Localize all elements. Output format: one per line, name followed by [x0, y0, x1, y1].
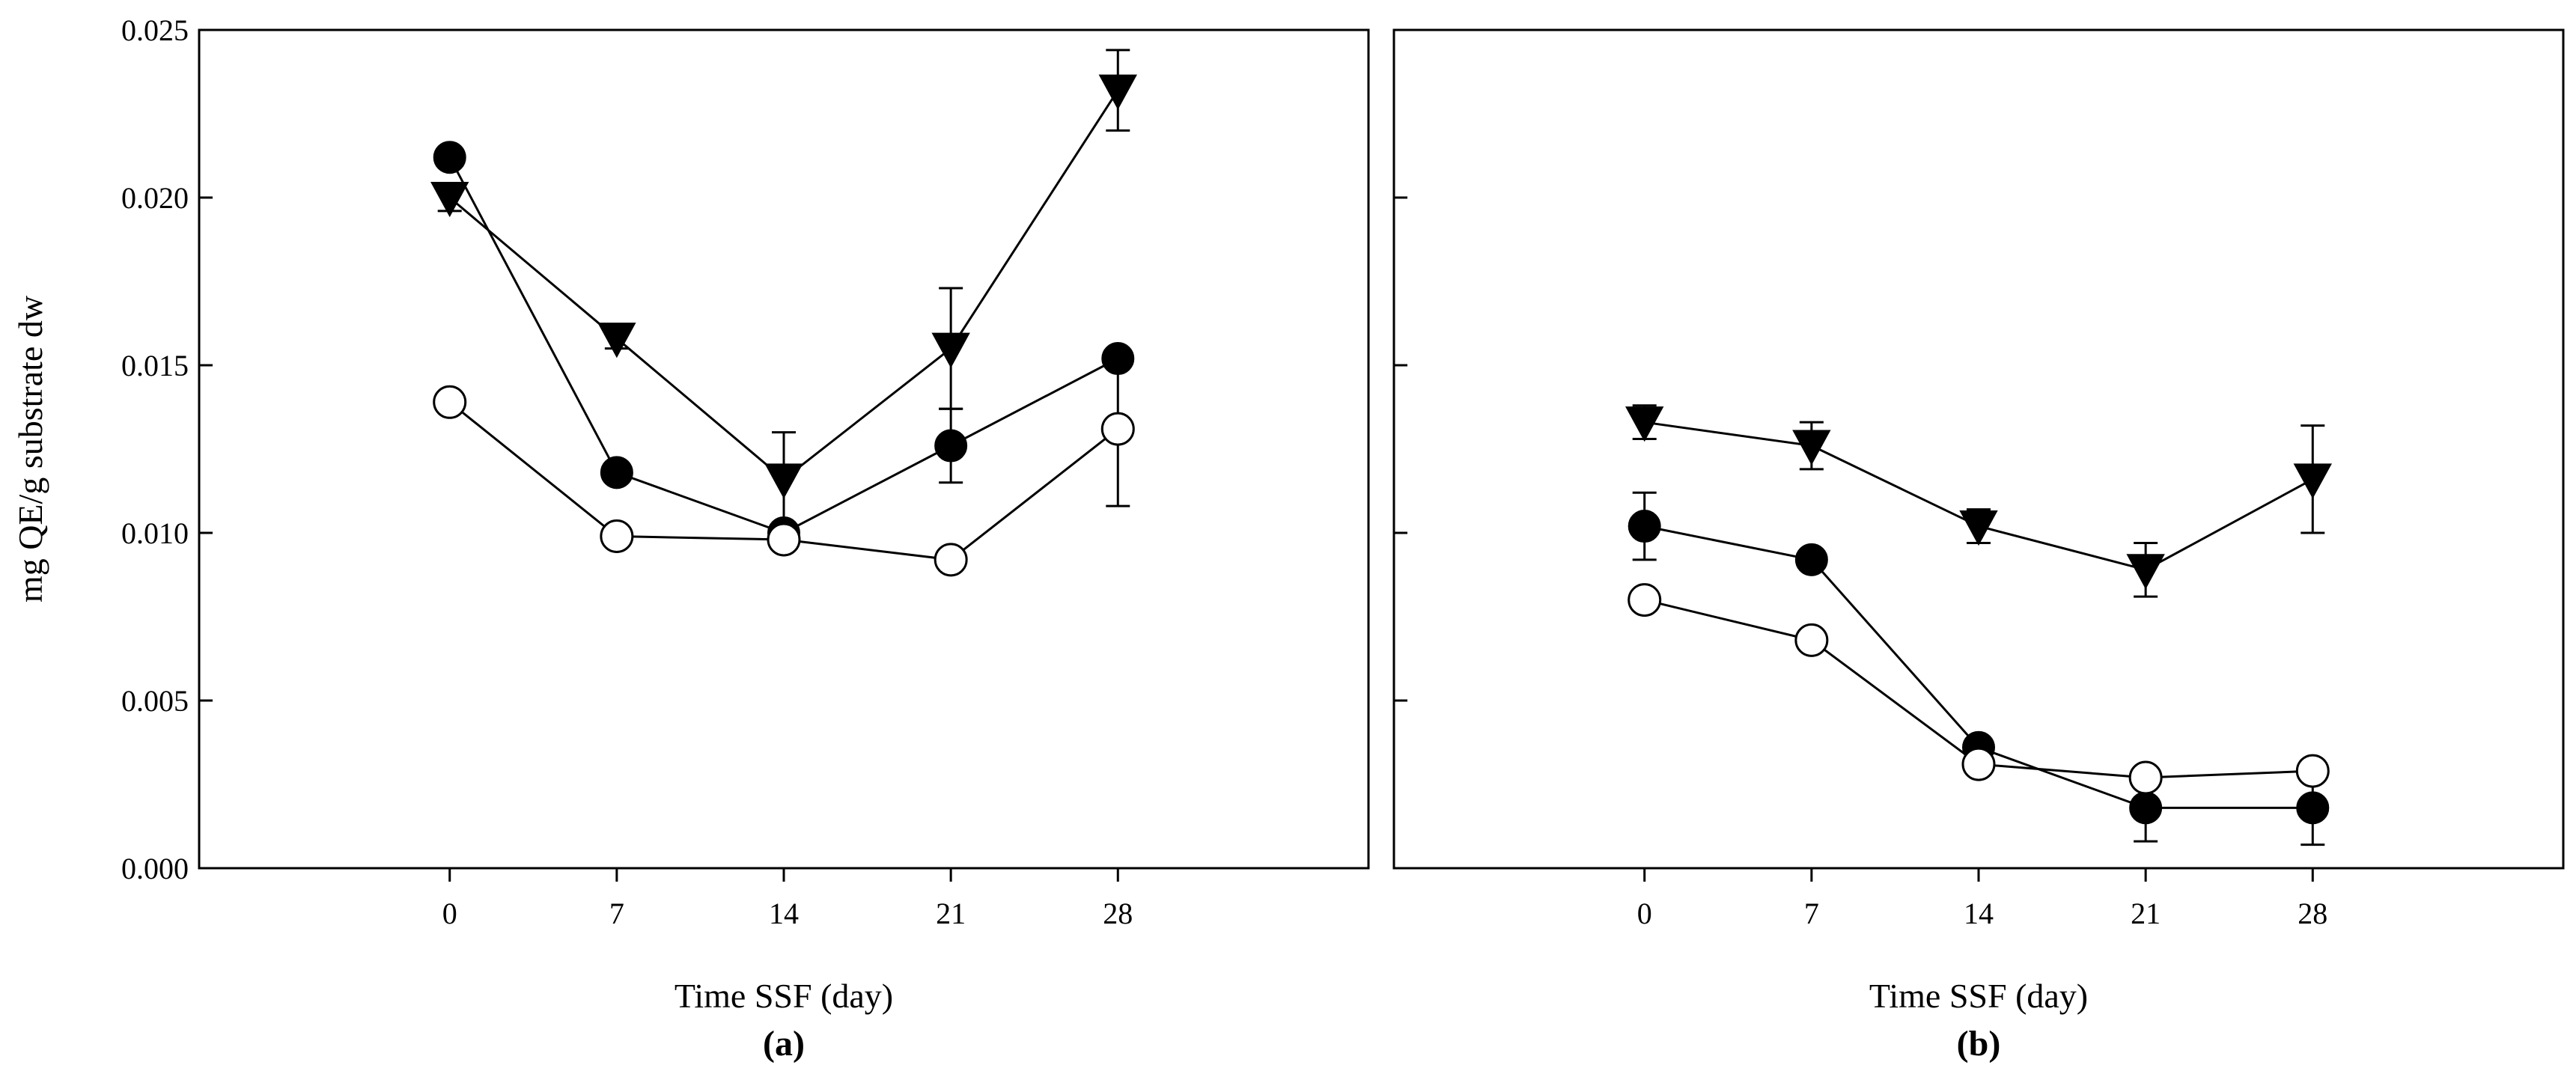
y-axis: [1394, 28, 1407, 870]
x-tick-label: 21: [2131, 897, 2161, 930]
marker-open-circle: [433, 385, 467, 419]
x-axis: 0 7 14 21 28: [442, 868, 1133, 930]
marker-triangle-down: [1625, 406, 1664, 442]
y-tick-label: 0.010: [121, 516, 189, 550]
marker-open-circle: [2128, 760, 2163, 795]
marker-triangle-down: [764, 463, 803, 499]
x-axis: 0 7 14 21 28: [1637, 868, 2327, 930]
marker-triangle-down: [931, 332, 970, 368]
panel-b: 0 7 14 21 28 Time SSF (day) (b): [1392, 28, 2565, 1064]
marker-open-circle: [1961, 747, 1996, 781]
marker-filled-circle: [600, 456, 633, 489]
series-layer: [1625, 404, 2332, 846]
marker-filled-circle: [934, 429, 968, 463]
marker-open-circle: [1794, 623, 1829, 657]
series-line-triangle-down: [448, 89, 1119, 481]
x-tick-label: 0: [442, 897, 457, 930]
x-tick-label: 28: [1103, 897, 1133, 930]
marker-triangle-down: [2126, 554, 2165, 590]
y-tick-label: 0.025: [121, 13, 189, 47]
panel-label-a: (a): [763, 1024, 805, 1064]
y-tick-label: 0.020: [121, 181, 189, 215]
marker-filled-circle: [1101, 342, 1135, 376]
marker-open-circle: [1100, 412, 1135, 446]
marker-filled-circle: [433, 141, 466, 174]
marker-triangle-down: [1959, 510, 1998, 546]
marker-filled-circle: [1794, 543, 1828, 576]
y-tick-label: 0.005: [121, 684, 189, 718]
marker-open-circle: [2295, 754, 2330, 788]
x-axis-title: Time SSF (day): [675, 977, 893, 1015]
x-tick-label: 0: [1637, 897, 1652, 930]
marker-triangle-down: [597, 323, 636, 358]
marker-triangle-down: [1098, 74, 1137, 110]
marker-triangle-down: [1792, 430, 1831, 466]
marker-open-circle: [600, 519, 634, 553]
x-tick-label: 14: [1964, 897, 1994, 930]
y-axis-title: mg QE/g substrate dw: [11, 295, 49, 602]
x-tick-label: 28: [2298, 897, 2327, 930]
x-tick-label: 7: [1804, 897, 1819, 930]
marker-filled-circle: [2296, 791, 2330, 825]
series-layer: [430, 49, 1137, 577]
y-tick-label: 0.000: [121, 852, 189, 885]
y-tick-label: 0.015: [121, 349, 189, 382]
x-tick-label: 21: [936, 897, 966, 930]
marker-open-circle: [1627, 583, 1662, 617]
marker-open-circle: [934, 543, 968, 577]
marker-open-circle: [767, 522, 801, 557]
x-tick-label: 7: [609, 897, 624, 930]
panel-label-b: (b): [1957, 1024, 2001, 1064]
series-line-triangle-down: [1644, 421, 2314, 571]
y-axis: 0.000 0.005 0.010 0.015 0.020 0.025: [121, 13, 213, 885]
x-tick-label: 14: [769, 897, 799, 930]
marker-triangle-down: [2293, 463, 2332, 499]
marker-triangle-down: [430, 182, 469, 218]
marker-filled-circle: [1627, 510, 1661, 543]
x-axis-title: Time SSF (day): [1869, 977, 2088, 1015]
marker-filled-circle: [2129, 791, 2163, 825]
